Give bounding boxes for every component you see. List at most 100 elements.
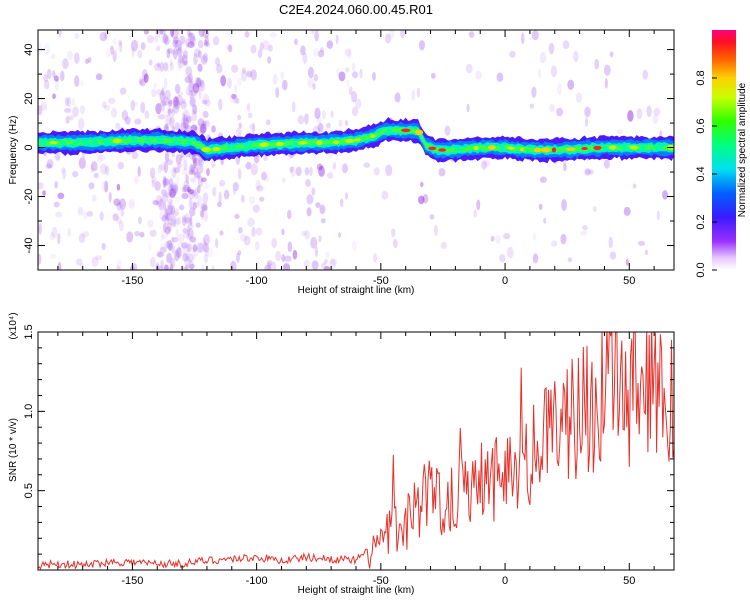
heatmap-cell bbox=[156, 62, 161, 68]
heatmap-cell bbox=[148, 243, 152, 251]
heatmap-cell bbox=[165, 114, 172, 126]
heatmap-cell bbox=[117, 161, 125, 170]
heatmap-cell bbox=[189, 215, 193, 227]
heatmap-cell bbox=[39, 140, 47, 145]
heatmap-cell bbox=[124, 116, 131, 125]
heatmap-cell bbox=[149, 256, 156, 268]
heatmap-cell bbox=[318, 235, 322, 243]
heatmap-cell bbox=[183, 159, 188, 172]
heatmap-cell bbox=[187, 189, 195, 195]
heatmap-cell bbox=[182, 108, 190, 120]
heatmap-cell bbox=[580, 230, 588, 236]
heatmap-cell bbox=[53, 75, 59, 82]
heatmap-cell bbox=[185, 174, 190, 185]
heatmap-cell bbox=[316, 114, 322, 124]
heatmap-cell bbox=[101, 180, 108, 193]
heatmap-cell bbox=[202, 192, 209, 204]
heatmap-cell bbox=[235, 97, 240, 104]
heatmap-cell bbox=[71, 98, 75, 106]
heatmap-cell bbox=[193, 53, 198, 66]
heatmap-cell bbox=[198, 30, 205, 38]
heatmap-cell bbox=[204, 35, 209, 46]
heatmap-cell bbox=[121, 110, 129, 121]
heatmap-cell bbox=[295, 166, 302, 177]
heatmap-cell bbox=[112, 50, 117, 63]
heatmap-cell bbox=[332, 140, 340, 144]
heatmap-cell bbox=[315, 202, 321, 208]
heatmap-cell bbox=[140, 101, 146, 114]
heatmap-cell bbox=[52, 70, 56, 78]
heatmap-cell bbox=[401, 128, 411, 133]
heatmap-cell bbox=[230, 260, 237, 270]
heatmap-cell bbox=[201, 122, 205, 129]
heatmap-cell bbox=[202, 110, 209, 119]
heatmap-cell bbox=[223, 189, 230, 200]
heatmap-cell bbox=[187, 115, 192, 124]
heatmap-cell bbox=[385, 33, 392, 44]
heatmap-cell bbox=[465, 63, 473, 74]
heatmap-cell bbox=[158, 91, 166, 103]
heatmap-cell bbox=[653, 107, 661, 116]
heatmap-cell bbox=[227, 77, 232, 89]
heatmap-cell bbox=[197, 175, 204, 188]
heatmap-cell bbox=[151, 88, 157, 98]
heatmap-cell bbox=[291, 101, 296, 113]
heatmap-cell bbox=[181, 112, 186, 122]
heatmap-cell bbox=[188, 89, 193, 99]
heatmap-cell bbox=[440, 241, 447, 249]
heatmap-cell bbox=[91, 139, 99, 145]
heatmap-cell bbox=[338, 71, 346, 82]
heatmap-cell bbox=[218, 191, 222, 204]
heatmap-cell bbox=[351, 61, 356, 73]
heatmap-cell bbox=[171, 182, 178, 192]
heatmap-cell bbox=[184, 264, 189, 270]
heatmap-cell bbox=[172, 184, 179, 194]
heatmap-cell bbox=[204, 119, 211, 128]
heatmap-cell bbox=[227, 44, 233, 53]
heatmap-cell bbox=[372, 71, 376, 81]
heatmap-cell bbox=[466, 103, 470, 113]
heatmap-cell bbox=[560, 233, 567, 245]
heatmap-cell bbox=[187, 41, 195, 48]
heatmap-cell bbox=[131, 150, 139, 160]
colorbar-label: Normalized spectral amplitude bbox=[737, 82, 748, 217]
heatmap-cell bbox=[620, 145, 630, 150]
heatmap-cell bbox=[487, 145, 496, 150]
heatmap-cell bbox=[202, 52, 208, 63]
spectrogram-y-label: Frequency (Hz) bbox=[8, 116, 19, 185]
heatmap-cell bbox=[351, 240, 358, 252]
heatmap-cell bbox=[161, 229, 169, 240]
heatmap-cell bbox=[394, 92, 401, 103]
heatmap-cell bbox=[194, 188, 199, 200]
heatmap-cell bbox=[259, 196, 265, 202]
heatmap-cell bbox=[202, 93, 210, 105]
heatmap-cell bbox=[178, 233, 185, 243]
heatmap-cell bbox=[60, 70, 65, 82]
y-tick-label: 0.5 bbox=[23, 483, 35, 498]
heatmap-cell bbox=[203, 242, 210, 253]
heatmap-cell bbox=[57, 192, 65, 200]
heatmap-cell bbox=[99, 31, 107, 42]
heatmap-cell bbox=[119, 198, 126, 211]
heatmap-cell bbox=[283, 262, 291, 270]
heatmap-cell bbox=[162, 178, 170, 186]
heatmap-cell bbox=[310, 236, 318, 249]
heatmap-cell bbox=[307, 66, 314, 79]
heatmap-cell bbox=[275, 141, 285, 146]
heatmap-cell bbox=[473, 209, 478, 218]
heatmap-cell bbox=[177, 55, 185, 64]
heatmap-cell bbox=[115, 122, 121, 130]
heatmap-cell bbox=[159, 246, 167, 254]
heatmap-cell bbox=[203, 41, 210, 47]
heatmap-cell bbox=[350, 91, 358, 103]
heatmap-cell bbox=[212, 36, 220, 46]
heatmap-cell bbox=[187, 30, 191, 37]
spectrogram-panel: -150 -100 -50 0 50 -40 -20 0 20 40 Height of str… bbox=[8, 29, 675, 296]
heatmap-cell bbox=[321, 262, 327, 269]
heatmap-cell bbox=[186, 87, 190, 96]
heatmap-cell bbox=[281, 79, 288, 91]
heatmap-cell bbox=[196, 163, 204, 174]
heatmap-cell bbox=[170, 264, 174, 270]
heatmap-cell bbox=[165, 226, 171, 235]
heatmap-cell bbox=[153, 82, 157, 89]
